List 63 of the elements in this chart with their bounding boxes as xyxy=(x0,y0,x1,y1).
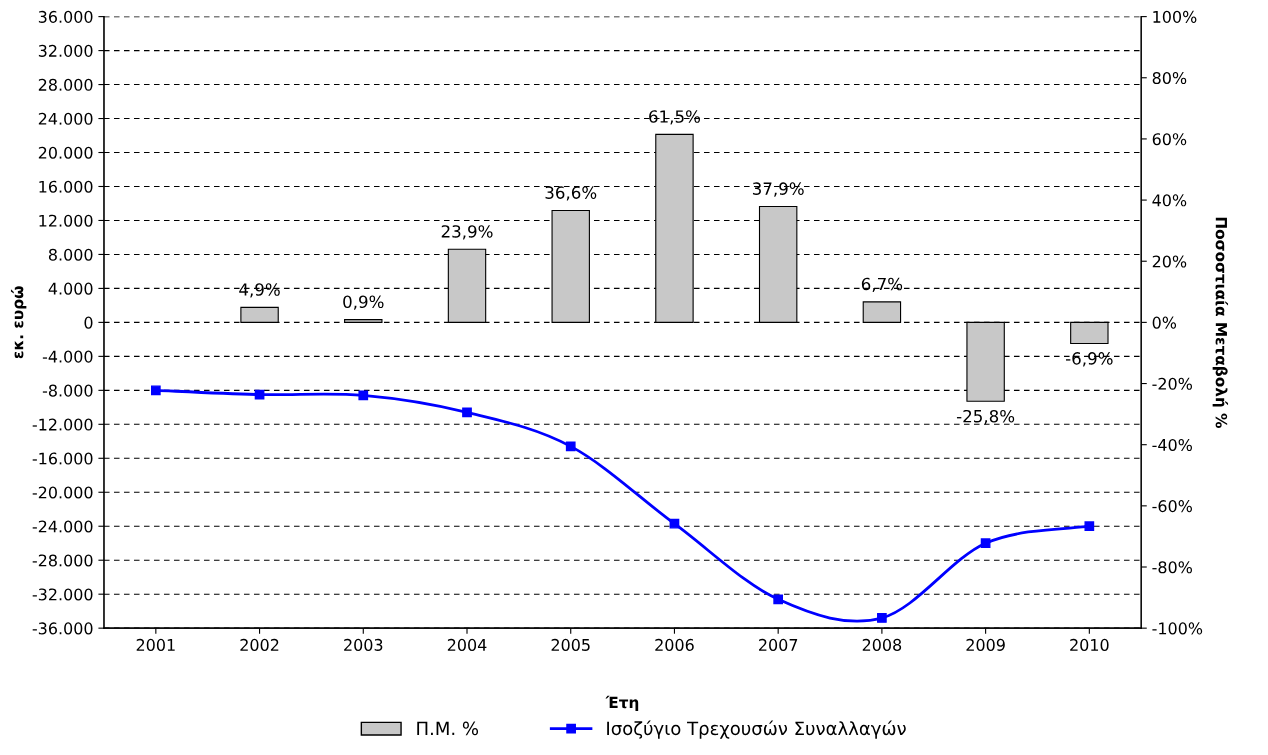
y-tick-label: -8.000 xyxy=(42,384,93,397)
y-tick-label: -16.000 xyxy=(32,452,93,465)
data-label: 61,5% xyxy=(649,110,700,125)
y2-tick-label: 40% xyxy=(1152,194,1187,207)
y-tick-label: 24.000 xyxy=(38,112,93,125)
y-tick-label: 4.000 xyxy=(48,282,93,295)
y2-tick-label: -80% xyxy=(1152,561,1192,574)
y-tick-label: 12.000 xyxy=(39,214,93,227)
y-tick-label: 32.000 xyxy=(38,44,93,57)
y-tick-label: 16.000 xyxy=(39,180,93,193)
x-tick-label: 2003 xyxy=(344,638,383,651)
data-label: -25,8% xyxy=(956,409,1015,425)
y2-tick-label: -100% xyxy=(1152,622,1203,635)
x-tick-label: 2004 xyxy=(447,638,487,651)
x-tick-label: 2006 xyxy=(655,638,694,651)
legend-label: Π.Μ. % xyxy=(417,721,479,736)
y-tick-label: 36.000 xyxy=(38,10,93,23)
y2-tick-label: -20% xyxy=(1152,377,1192,390)
y2-tick-label: -60% xyxy=(1152,500,1192,513)
x-tick-label: 2008 xyxy=(862,638,902,651)
y2-tick-label: 100% xyxy=(1153,10,1197,23)
data-label: 23,9% xyxy=(441,225,493,240)
point xyxy=(773,594,784,605)
x-tick-label: 2001 xyxy=(136,638,175,651)
y-tick-label: -12.000 xyxy=(32,418,93,431)
data-label: -6,9% xyxy=(1065,352,1113,367)
x-tick-label: 2009 xyxy=(966,638,1005,651)
point xyxy=(565,441,576,452)
point xyxy=(1084,521,1095,532)
point xyxy=(877,613,887,623)
point xyxy=(462,407,472,418)
data-label: 4,9% xyxy=(239,283,280,298)
x-tick-label: 2002 xyxy=(240,638,279,651)
point xyxy=(669,518,680,529)
y-tick-label: 0 xyxy=(84,316,93,329)
y-tick-label: 8.000 xyxy=(48,248,93,261)
y2-tick-label: 60% xyxy=(1152,133,1187,146)
data-label: 6,7% xyxy=(861,277,903,293)
x-tick-label: 2005 xyxy=(551,638,590,651)
point xyxy=(358,390,369,401)
data-label: 36,6% xyxy=(545,186,597,201)
y-tick-label: -36.000 xyxy=(32,622,93,635)
data-label: 0,9% xyxy=(343,295,384,310)
y-tick-label: -20.000 xyxy=(32,486,93,499)
data-label: 37,9% xyxy=(752,182,804,197)
y-tick-label: -28.000 xyxy=(32,554,93,567)
y-tick-label: -32.000 xyxy=(32,588,93,601)
point xyxy=(980,538,991,549)
x-tick-label: 2007 xyxy=(759,638,798,651)
y-tick-label: -24.000 xyxy=(32,520,93,533)
y2-axis-title: Ποσοστιαία Μεταβολή % xyxy=(1212,217,1229,428)
x-tick-label: 2010 xyxy=(1070,638,1109,651)
y-tick-label: -4.000 xyxy=(42,350,93,363)
y-axis-title: εκ. ευρώ xyxy=(10,286,27,359)
legend-label: Ισοζύγιο Τρεχουσών Συναλλαγών xyxy=(607,720,906,739)
y-tick-label: 20.000 xyxy=(38,146,93,159)
y-tick-label: 28.000 xyxy=(38,78,93,91)
y2-tick-label: 20% xyxy=(1152,255,1187,268)
y2-tick-label: 0% xyxy=(1152,316,1177,329)
y2-tick-label: -40% xyxy=(1152,438,1192,451)
x-axis-title: Έτη xyxy=(605,695,639,712)
point xyxy=(150,385,161,396)
y2-tick-label: 80% xyxy=(1152,71,1187,85)
